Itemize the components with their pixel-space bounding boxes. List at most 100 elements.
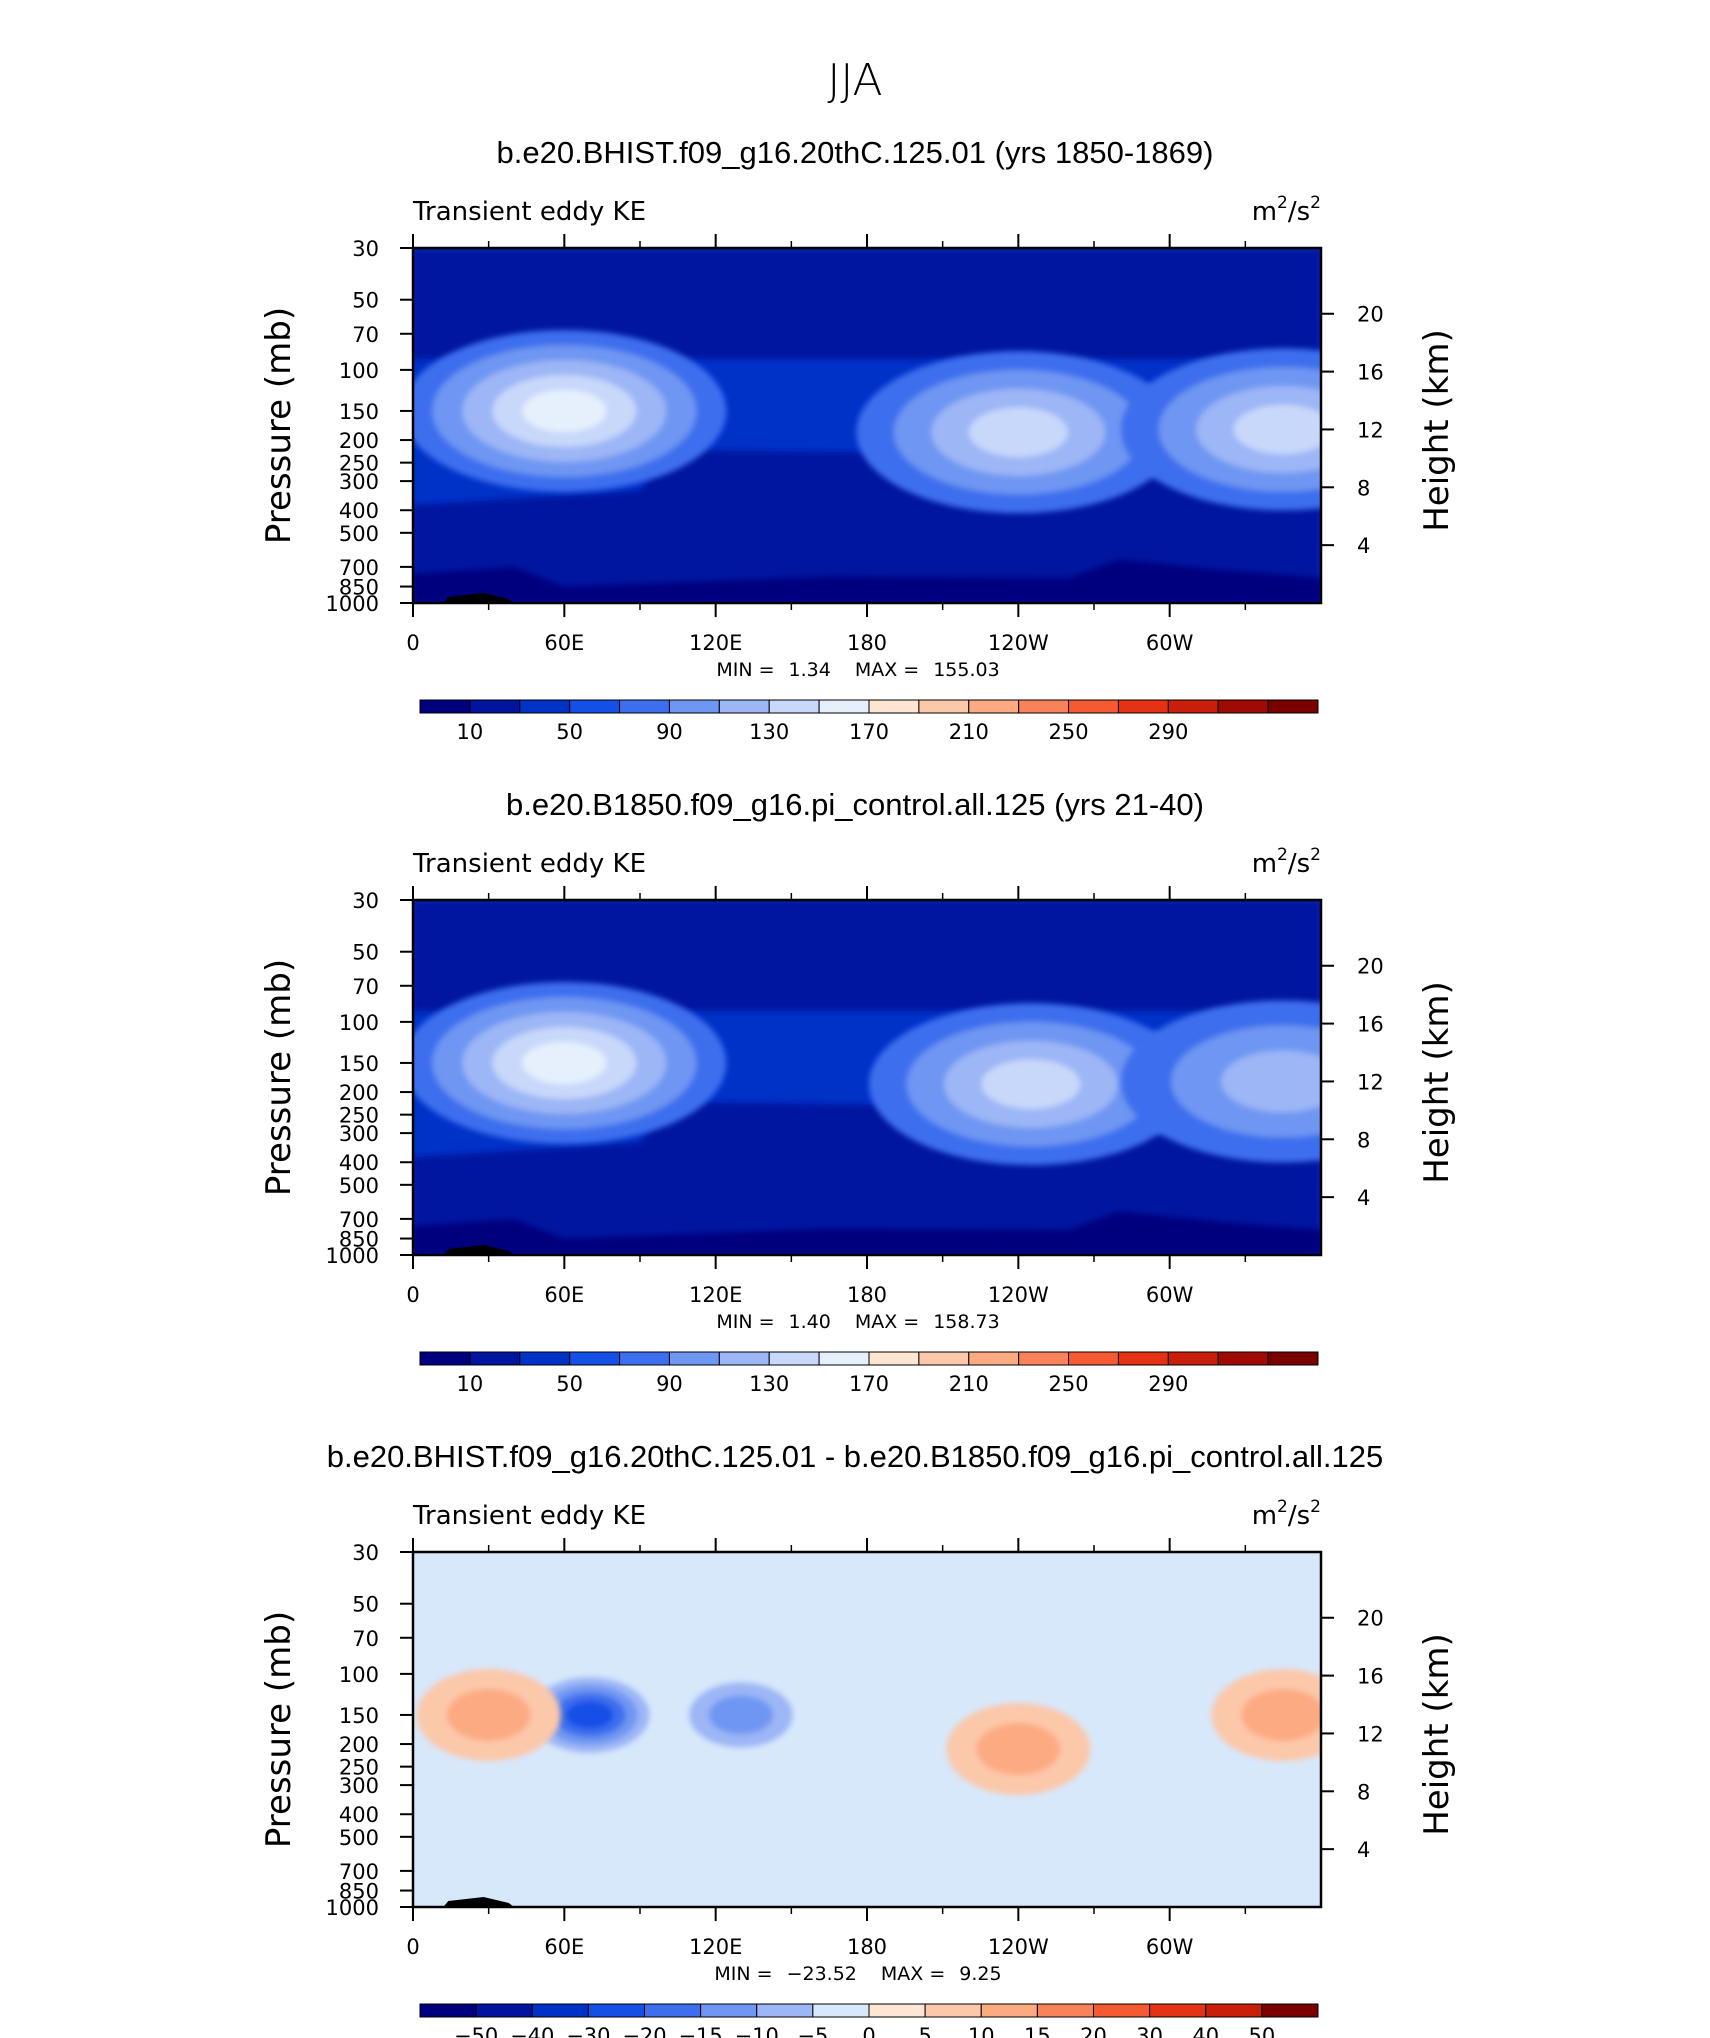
contour-level <box>522 389 607 432</box>
max-label: MAX = <box>881 1963 945 1985</box>
pressure-tick-label: 1000 <box>326 592 379 616</box>
pressure-tick-label: 700 <box>339 556 379 580</box>
units-exponent: 2 <box>1277 193 1288 213</box>
units-exponent: 2 <box>1310 193 1321 213</box>
max-value: 155.03 <box>933 659 999 681</box>
contour-blob <box>1211 1668 1321 1761</box>
height-tick-label: 12 <box>1357 1070 1384 1094</box>
colorbar-swatch <box>668 699 720 714</box>
colorbar-swatch <box>768 699 820 714</box>
colorbar-label: 10 <box>457 720 484 744</box>
units-exponent: 2 <box>1310 845 1321 865</box>
colorbar-swatch <box>818 1351 870 1366</box>
colorbar-swatch <box>569 1351 621 1366</box>
x-tick-label: 60E <box>544 631 584 655</box>
x-tick-label: 0 <box>406 1935 419 1959</box>
colorbar-swatch <box>475 2003 533 2018</box>
colorbar-label: 250 <box>1049 1372 1089 1396</box>
pressure-tick-label: 150 <box>339 1704 379 1728</box>
x-tick-label: 180 <box>847 631 887 655</box>
contour-level <box>708 1695 773 1735</box>
units-base: m <box>1252 197 1277 227</box>
colorbar-label: 170 <box>849 720 889 744</box>
x-tick-label: 120W <box>988 1935 1049 1959</box>
min-max-stats: MIN = 1.34 MAX = 155.03 <box>716 659 999 681</box>
colorbar-swatch <box>968 699 1020 714</box>
variable-label: Transient eddy KE <box>412 197 646 227</box>
colorbar-swatch <box>1068 1351 1119 1366</box>
y-axis-label-pressure: Pressure (mb) <box>259 959 299 1196</box>
pressure-tick-label: 50 <box>352 941 379 965</box>
panel-3: b.e20.BHIST.f09_g16.20thC.125.01 - b.e20… <box>259 1439 1457 2038</box>
colorbar-label: 250 <box>1049 720 1089 744</box>
x-tick-label: 180 <box>847 1935 887 1959</box>
contour-blob <box>1121 1000 1321 1163</box>
pressure-tick-label: 100 <box>339 1663 379 1687</box>
pressure-tick-label: 250 <box>339 1756 379 1780</box>
colorbar-swatch <box>569 699 621 714</box>
contour-level <box>976 1723 1061 1776</box>
height-tick-label: 20 <box>1357 1607 1384 1631</box>
colorbar-swatch <box>918 699 970 714</box>
colorbar-label: 40 <box>1192 2024 1219 2038</box>
colorbar-label: 90 <box>656 720 683 744</box>
min-value: −23.52 <box>787 1963 857 1985</box>
colorbar-label: 210 <box>949 1372 989 1396</box>
x-tick-label: 60E <box>544 1935 584 1959</box>
height-tick-label: 16 <box>1357 1665 1384 1689</box>
units-mid: /s <box>1288 849 1310 879</box>
contour-field <box>413 248 1321 603</box>
min-value: 1.34 <box>789 659 831 681</box>
min-value: 1.40 <box>789 1311 831 1333</box>
x-tick-label: 120W <box>988 631 1049 655</box>
x-tick-label: 60W <box>1146 1935 1194 1959</box>
pressure-tick-label: 850 <box>339 1880 379 1904</box>
pressure-tick-label: 100 <box>339 359 379 383</box>
contour-field <box>413 900 1321 1255</box>
colorbar-swatch <box>1117 699 1169 714</box>
colorbar-label: 50 <box>1249 2024 1276 2038</box>
panel-title: b.e20.BHIST.f09_g16.20thC.125.01 - b.e20… <box>327 1439 1384 1474</box>
height-tick-label: 20 <box>1357 303 1384 327</box>
max-value: 158.73 <box>933 1311 999 1333</box>
units-label: m2/s2 <box>1252 845 1321 879</box>
colorbar-label: 290 <box>1148 1372 1188 1396</box>
x-tick-label: 120E <box>689 1935 742 1959</box>
pressure-tick-label: 400 <box>339 1803 379 1827</box>
height-tick-label: 8 <box>1357 476 1370 500</box>
pressure-tick-label: 700 <box>339 1208 379 1232</box>
colorbar-swatch <box>1205 2003 1263 2018</box>
contour-blob <box>856 351 1181 514</box>
colorbar: 10 50 90 130 170 210 250 290 <box>419 699 1319 744</box>
pressure-tick-label: 300 <box>339 1122 379 1146</box>
pressure-tick-label: 50 <box>352 1593 379 1617</box>
pressure-tick-label: 200 <box>339 429 379 453</box>
units-exponent: 2 <box>1310 1497 1321 1517</box>
colorbar-swatch <box>1261 2003 1319 2018</box>
colorbar-swatch <box>519 1351 571 1366</box>
pressure-tick-label: 850 <box>339 1228 379 1252</box>
pressure-tick-label: 300 <box>339 1774 379 1798</box>
units-base: m <box>1252 849 1277 879</box>
main-title: JJA <box>827 55 882 106</box>
colorbar-label: −5 <box>797 2024 828 2038</box>
colorbar-label: 210 <box>949 720 989 744</box>
contour-blob <box>668 1668 813 1761</box>
height-tick-label: 4 <box>1357 1838 1370 1862</box>
pressure-tick-label: 150 <box>339 400 379 424</box>
height-tick-label: 16 <box>1357 1013 1384 1037</box>
colorbar-swatch <box>868 1351 920 1366</box>
contour-blob <box>413 981 727 1144</box>
colorbar-swatch <box>868 2003 926 2018</box>
pressure-tick-label: 30 <box>352 1541 379 1565</box>
pressure-tick-label: 200 <box>339 1733 379 1757</box>
x-tick-label: 180 <box>847 1283 887 1307</box>
colorbar-label: −20 <box>622 2024 666 2038</box>
colorbar-label: 290 <box>1148 720 1188 744</box>
contour-level <box>565 1700 614 1729</box>
topography <box>443 1897 514 1907</box>
colorbar-swatch <box>419 699 471 714</box>
pressure-tick-label: 500 <box>339 1174 379 1198</box>
colorbar-swatch <box>419 1351 471 1366</box>
y-axis-label-height: Height (km) <box>1417 1633 1457 1836</box>
